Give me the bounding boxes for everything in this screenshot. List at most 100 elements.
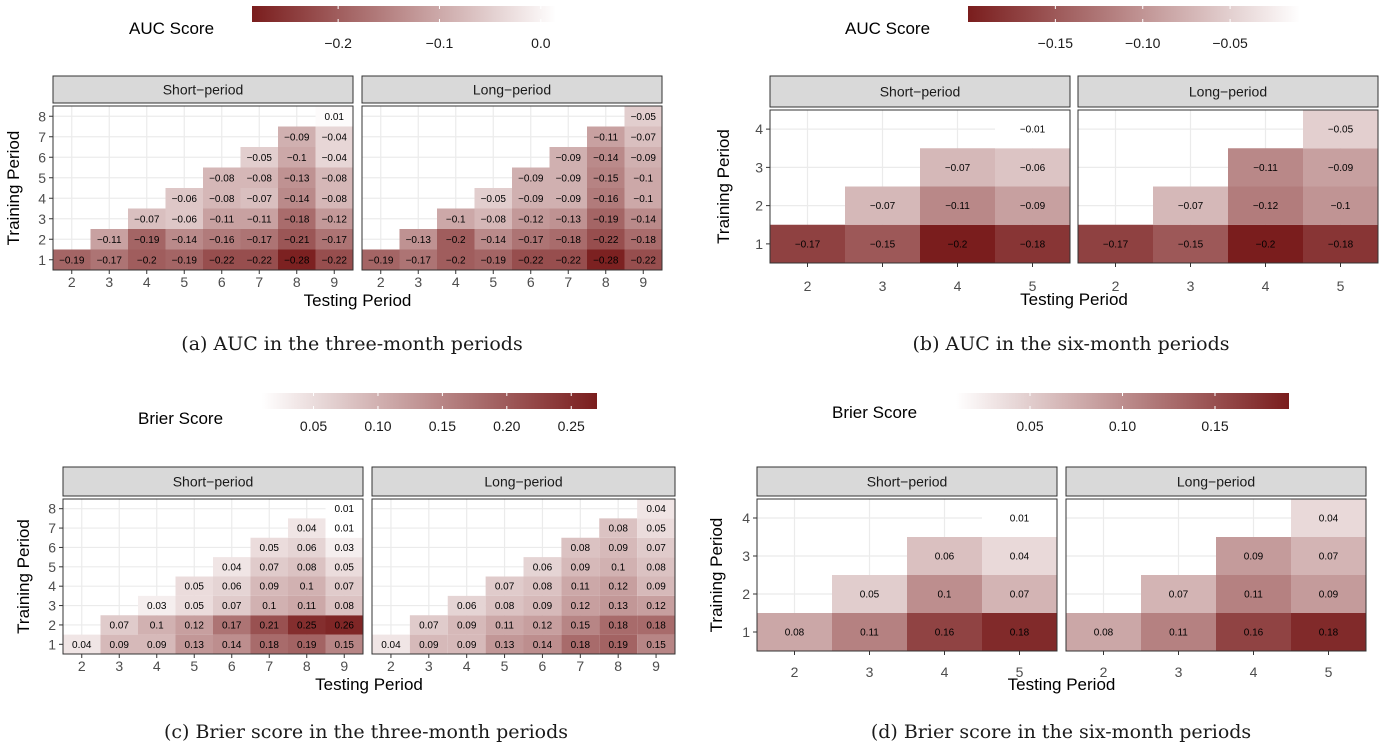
heatmap-cell-label: −0.14 — [284, 194, 310, 205]
heatmap-cell — [587, 147, 625, 168]
x-tick-label: 7 — [265, 658, 273, 674]
heatmap-cell-label: 0.01 — [1010, 514, 1030, 525]
panel-border — [371, 498, 676, 655]
heatmap-cell-label: 0.15 — [335, 640, 355, 651]
y-tick-label: 4 — [755, 121, 763, 137]
y-axis-title: Training Period — [14, 519, 33, 634]
heatmap-cell-label: −0.2 — [446, 235, 466, 246]
heatmap-cell-label: −0.16 — [593, 194, 619, 205]
heatmap-cell — [770, 224, 845, 263]
x-tick-label: 3 — [866, 664, 874, 680]
x-axis-title: Testing Period — [315, 675, 423, 694]
heatmap-cell — [278, 229, 316, 250]
heatmap-cell-label: −0.05 — [247, 153, 273, 164]
heatmap-cell — [523, 595, 562, 616]
y-tick-label: 4 — [38, 190, 46, 206]
heatmap-cell — [757, 613, 832, 651]
heatmap-cell — [907, 613, 982, 651]
heatmap-cell-label: 0.04 — [646, 504, 666, 515]
heatmap-cell-label: −0.17 — [1103, 239, 1129, 250]
legend-tick-label: −0.1 — [426, 35, 454, 51]
heatmap-cell-label: −0.13 — [556, 214, 582, 225]
y-tick-label: 4 — [48, 578, 56, 594]
heatmap-cell — [1228, 186, 1303, 225]
heatmap-cell — [845, 186, 920, 225]
heatmap-cell — [587, 249, 625, 270]
heatmap-cell-label: 0.04 — [222, 562, 242, 573]
x-tick-label: 4 — [941, 664, 949, 680]
heatmap-cell-label: 0.05 — [860, 590, 880, 601]
heatmap-cell — [325, 537, 363, 558]
heatmap-cell-label: −0.2 — [948, 239, 968, 250]
heatmap-cell — [982, 613, 1057, 651]
facet-strip — [1065, 466, 1367, 497]
heatmap-cell-label: −0.09 — [556, 194, 582, 205]
legend-tick-label: 0.05 — [1016, 418, 1043, 434]
heatmap-cell — [599, 518, 638, 538]
heatmap-cell-label: −0.28 — [284, 255, 310, 266]
heatmap-cell — [399, 229, 437, 250]
heatmap-cell — [1303, 224, 1378, 263]
x-axis-title: Testing Period — [304, 291, 412, 310]
heatmap-cell-label: 0.11 — [571, 582, 590, 593]
heatmap-cell-label: −0.19 — [481, 255, 507, 266]
heatmap-cell — [599, 615, 638, 635]
heatmap-cell-label: −0.1 — [633, 194, 653, 205]
heatmap-cell-label: 0.1 — [938, 590, 952, 601]
heatmap-cell — [399, 249, 437, 270]
heatmap-cell — [599, 634, 638, 654]
legend-tick-label: 0.15 — [1201, 418, 1228, 434]
heatmap-cell — [90, 229, 128, 250]
heatmap-cell — [175, 634, 213, 654]
heatmap-cell-label: −0.01 — [1020, 125, 1046, 136]
heatmap-cell-label: 0.08 — [571, 543, 591, 554]
heatmap-cell-label: −0.08 — [247, 173, 273, 184]
heatmap-cell — [240, 147, 278, 168]
heatmap-cell — [288, 537, 326, 558]
legend-tick-label: −0.2 — [324, 35, 352, 51]
heatmap-cell-label: −0.08 — [481, 214, 507, 225]
heatmap-cell — [315, 167, 353, 188]
legend-tick-label: 0.10 — [364, 418, 391, 434]
heatmap-cell — [138, 595, 176, 616]
heatmap-cell-label: −0.19 — [59, 255, 85, 266]
heatmap-cell — [63, 634, 101, 654]
legend-colorbar — [262, 393, 597, 409]
heatmap-cell-label: 0.09 — [457, 620, 477, 631]
heatmap-cell — [512, 188, 550, 209]
y-tick-label: 2 — [38, 231, 46, 247]
heatmap-cell-label: 0.16 — [935, 628, 955, 639]
heatmap-cell-label: 0.21 — [260, 620, 280, 631]
heatmap-cell — [165, 249, 203, 270]
heatmap-cell-label: 0.18 — [571, 640, 591, 651]
heatmap-cell — [549, 249, 587, 270]
heatmap-cell-label: 0.09 — [1244, 552, 1264, 563]
heatmap-cell-label: −0.08 — [322, 194, 348, 205]
heatmap-cell-label: −0.17 — [97, 255, 123, 266]
heatmap-cell — [175, 615, 213, 635]
heatmap-cell — [624, 106, 662, 127]
legend-colorbar — [968, 6, 1300, 22]
heatmap-cell-label: −0.06 — [172, 214, 198, 225]
y-tick-label: 6 — [48, 539, 56, 555]
heatmap-cell — [907, 537, 982, 575]
heatmap-cell-label: 0.18 — [1010, 628, 1030, 639]
figure-caption: (c) Brier score in the three-month perio… — [164, 721, 568, 743]
heatmap-cell — [240, 249, 278, 270]
x-tick-label: 2 — [804, 278, 812, 294]
heatmap-cell-label: 0.03 — [147, 601, 167, 612]
x-tick-label: 4 — [1262, 278, 1270, 294]
legend-tick-label: 0.15 — [429, 418, 456, 434]
heatmap-cell — [637, 576, 675, 596]
heatmap-cell-label: 0.06 — [297, 543, 317, 554]
heatmap-cell-label: −0.06 — [172, 194, 198, 205]
panel-border — [52, 105, 354, 271]
heatmap-cell — [250, 595, 288, 616]
heatmap-cell — [372, 634, 410, 654]
heatmap-cell — [250, 634, 288, 654]
heatmap-cell-label: −0.08 — [209, 194, 235, 205]
facet-strip — [371, 466, 676, 497]
y-tick-label: 4 — [742, 510, 750, 526]
heatmap-cell — [624, 167, 662, 188]
y-tick-label: 1 — [48, 636, 56, 652]
